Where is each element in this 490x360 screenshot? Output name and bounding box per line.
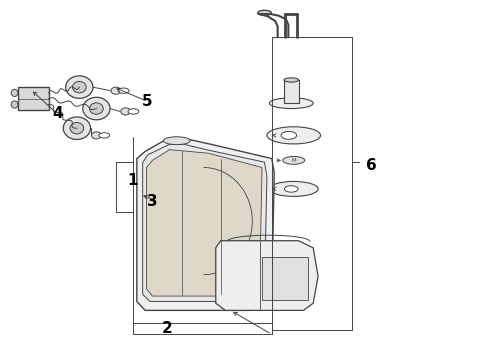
Text: 6: 6: [367, 158, 377, 173]
Text: 5: 5: [142, 94, 153, 109]
Ellipse shape: [99, 133, 110, 138]
Ellipse shape: [70, 122, 84, 134]
Ellipse shape: [63, 117, 91, 139]
Circle shape: [121, 108, 130, 115]
Ellipse shape: [83, 97, 110, 120]
Polygon shape: [216, 241, 318, 310]
Ellipse shape: [11, 89, 18, 96]
Text: 1: 1: [128, 172, 138, 188]
Circle shape: [111, 87, 121, 94]
Ellipse shape: [163, 137, 190, 145]
Ellipse shape: [11, 101, 18, 108]
Ellipse shape: [66, 76, 93, 98]
Polygon shape: [137, 139, 274, 310]
FancyBboxPatch shape: [19, 87, 49, 111]
Ellipse shape: [284, 78, 298, 82]
Ellipse shape: [281, 131, 296, 139]
Text: 4: 4: [52, 107, 63, 121]
Ellipse shape: [258, 10, 271, 15]
Ellipse shape: [270, 98, 313, 109]
Polygon shape: [147, 150, 262, 296]
Circle shape: [92, 132, 101, 139]
Ellipse shape: [283, 157, 305, 164]
Ellipse shape: [267, 127, 320, 144]
Ellipse shape: [118, 88, 129, 93]
Ellipse shape: [128, 109, 139, 114]
Ellipse shape: [90, 103, 103, 114]
Text: M: M: [292, 158, 296, 163]
Bar: [262, 257, 308, 300]
Polygon shape: [143, 144, 267, 301]
Ellipse shape: [270, 181, 318, 197]
Text: 3: 3: [147, 194, 158, 209]
Bar: [284, 80, 298, 103]
Ellipse shape: [285, 186, 298, 192]
Text: 2: 2: [162, 321, 172, 336]
Ellipse shape: [73, 81, 86, 93]
